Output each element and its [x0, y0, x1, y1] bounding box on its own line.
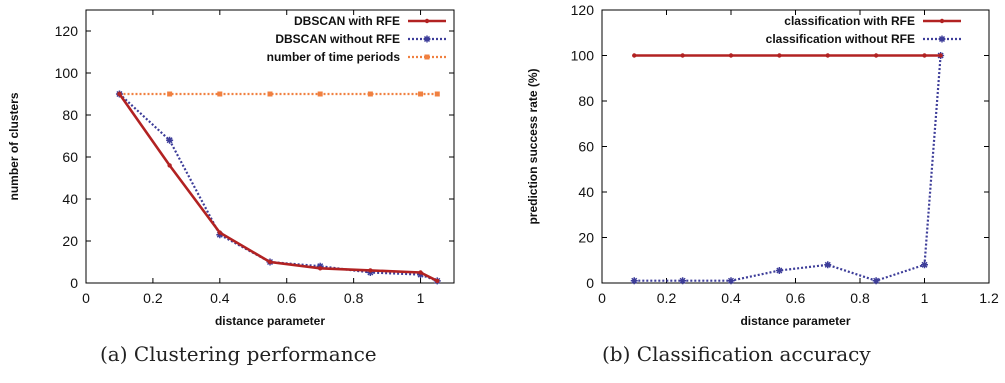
data-point	[777, 53, 782, 58]
legend-label: DBSCAN without RFE	[275, 32, 400, 46]
series-line	[634, 55, 942, 282]
y-axis-label: number of clusters	[7, 92, 21, 200]
y-tick-label: 120	[571, 2, 595, 18]
y-tick-label: 60	[62, 149, 78, 165]
series-line	[118, 93, 438, 283]
data-point	[418, 91, 424, 97]
data-point	[217, 91, 223, 97]
data-point	[435, 278, 440, 284]
y-tick-label: 60	[578, 139, 594, 155]
series-dbscan-with-rfe	[117, 91, 440, 284]
data-point	[317, 266, 323, 271]
data-point	[873, 53, 879, 58]
y-tick-label: 0	[586, 275, 594, 291]
data-point	[679, 277, 687, 285]
x-tick-label: 0.4	[210, 290, 230, 306]
x-tick-label: 1	[417, 290, 425, 306]
data-point	[938, 53, 943, 58]
data-point	[368, 268, 373, 273]
legend: classification with RFE classification wi…	[766, 14, 961, 46]
series-classification-without-rfe	[630, 52, 945, 285]
y-tick-label: 100	[55, 65, 79, 81]
caption-classification-accuracy: (b) Classification accuracy	[602, 342, 871, 366]
x-axis-label: distance parameter	[215, 314, 325, 328]
legend: DBSCAN with RFE DBSCAN without RFE number …	[267, 14, 446, 64]
x-tick-label: 0.8	[850, 290, 870, 306]
data-point	[775, 266, 783, 274]
x-tick-label: 0.2	[143, 290, 163, 306]
legend-marker	[424, 54, 430, 60]
data-point	[217, 230, 223, 235]
data-point	[418, 270, 423, 275]
legend-marker	[939, 18, 945, 24]
series-dbscan-without-rfe	[115, 90, 441, 285]
x-tick-label: 0.2	[657, 290, 677, 306]
chart-clustering-performance: 0 0.2 0.4 0.6 0.8 1 0 20 40 60 80 100 120 distance pa…	[7, 9, 455, 328]
series-classification-with-rfe	[632, 53, 943, 58]
legend-label: DBSCAN with RFE	[294, 14, 400, 28]
y-tick-label: 40	[578, 184, 594, 200]
data-point	[317, 91, 323, 97]
data-point	[727, 277, 735, 285]
x-tick-label: 1	[921, 290, 929, 306]
y-axis-label: prediction success rate (%)	[526, 68, 540, 224]
data-point	[872, 277, 880, 285]
legend-label: number of time periods	[267, 50, 401, 64]
data-point	[825, 53, 830, 58]
x-tick-label: 0.8	[344, 290, 364, 306]
data-point	[167, 91, 173, 97]
y-tick-label: 20	[62, 233, 78, 249]
y-tick-label: 0	[70, 275, 78, 291]
caption-clustering-performance: (a) Clustering performance	[100, 342, 377, 366]
y-tick-label: 20	[578, 230, 594, 246]
data-point	[367, 91, 373, 97]
data-point	[434, 91, 440, 97]
y-tick-label: 120	[55, 23, 79, 39]
series-number-of-time-periods	[116, 91, 440, 97]
series-line	[118, 93, 438, 282]
data-point	[922, 53, 927, 58]
x-tick-label: 0.6	[786, 290, 806, 306]
data-point	[166, 136, 174, 144]
data-point	[632, 53, 637, 58]
data-point	[680, 53, 685, 58]
y-tick-label: 100	[571, 48, 595, 64]
data-point	[167, 163, 172, 168]
x-tick-label: 0.4	[721, 290, 741, 306]
plot-frame	[601, 9, 990, 284]
data-point	[267, 259, 273, 265]
x-tick-label: 0	[82, 290, 90, 306]
x-tick-label: 0	[598, 290, 606, 306]
data-point	[630, 277, 638, 285]
legend-label: classification without RFE	[766, 32, 915, 46]
data-point	[117, 91, 122, 97]
y-tick-label: 40	[62, 191, 78, 207]
legend-marker	[938, 35, 946, 43]
x-tick-label: 0.6	[277, 290, 297, 306]
data-point	[824, 261, 832, 269]
y-tick-label: 80	[578, 93, 594, 109]
plot-frame	[85, 9, 455, 284]
data-point	[921, 261, 928, 269]
data-point	[267, 91, 273, 97]
chart-classification-accuracy: 0 0.2 0.4 0.6 0.8 1 1.2 0 20 40 60 80 100 120 distance…	[526, 2, 999, 328]
data-point	[728, 53, 734, 58]
y-tick-label: 80	[62, 107, 78, 123]
legend-marker	[423, 35, 431, 43]
x-tick-label: 1.2	[979, 290, 999, 306]
legend-marker	[424, 18, 430, 24]
x-axis-label: distance parameter	[740, 314, 850, 328]
legend-label: classification with RFE	[784, 14, 915, 28]
